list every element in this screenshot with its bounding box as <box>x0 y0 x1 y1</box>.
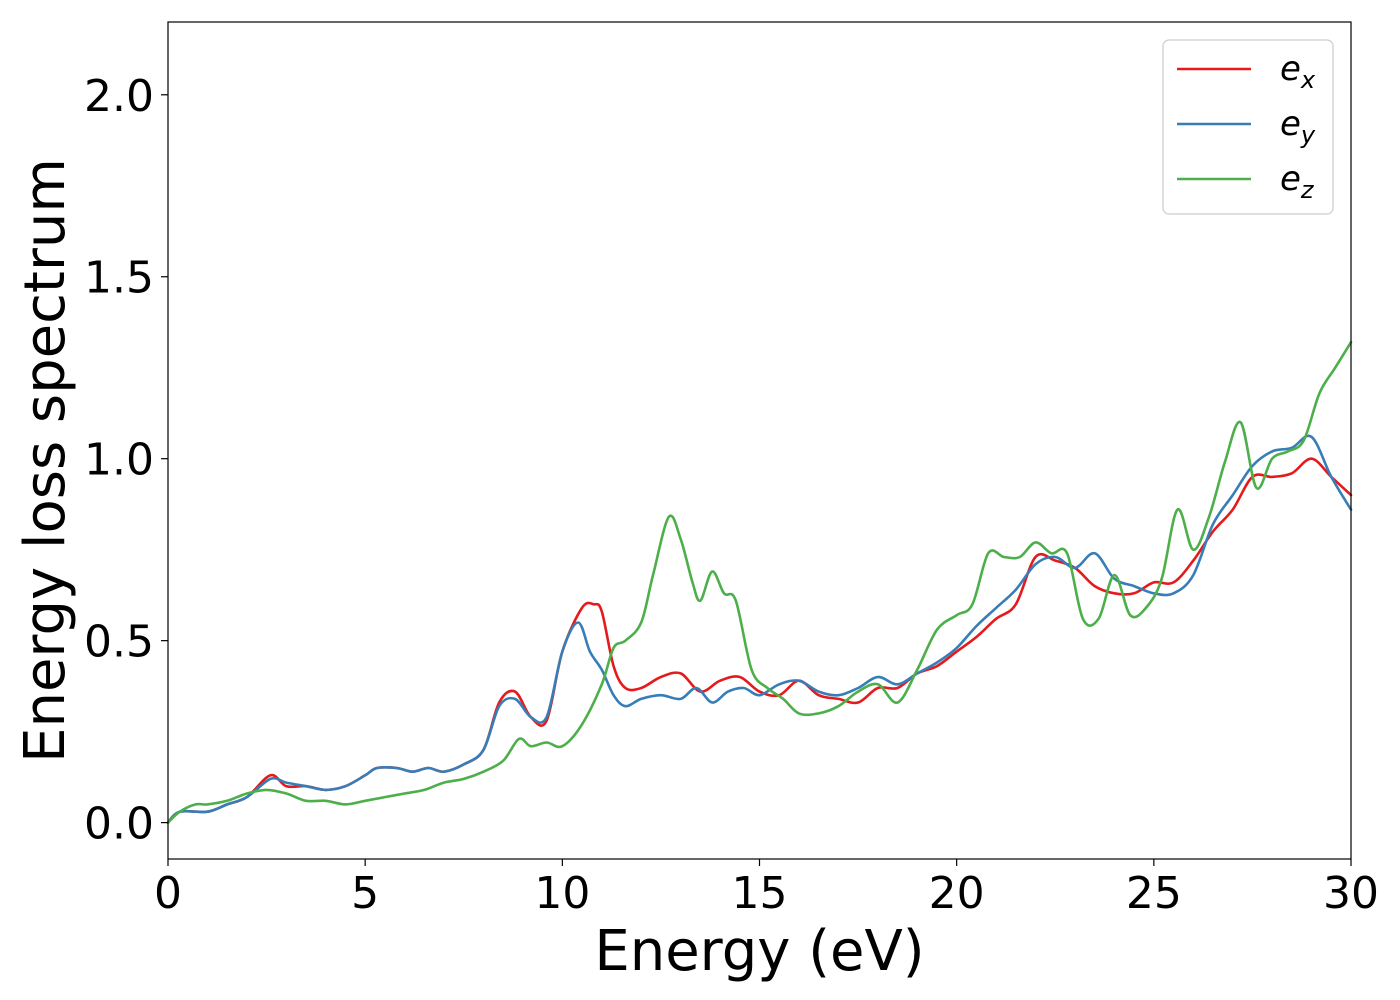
series-line-ey <box>166 434 1353 824</box>
legend-label-ex: ex <box>1280 49 1316 94</box>
x-tick-label: 0 <box>154 868 182 919</box>
series-line-ez <box>166 340 1353 824</box>
x-tick-label: 10 <box>534 868 590 919</box>
x-tick-label: 20 <box>929 868 985 919</box>
y-tick-label: 1.5 <box>84 253 154 304</box>
x-tick-label: 25 <box>1126 868 1182 919</box>
y-tick-label: 0.0 <box>84 799 154 850</box>
y-tick-label: 0.5 <box>84 617 154 668</box>
x-tick-label: 15 <box>732 868 788 919</box>
x-tick-label: 5 <box>351 868 379 919</box>
legend-box <box>1162 39 1334 215</box>
y-axis-title: Energy loss spectrum <box>13 158 78 763</box>
legend-label-ez: ez <box>1280 159 1315 204</box>
x-tick-label: 30 <box>1323 868 1379 919</box>
y-tick-label: 1.0 <box>84 435 154 486</box>
tick-layer: 0 5 10 15 20 25 30 0.0 0.5 1.0 1.5 2.0 <box>84 71 1379 919</box>
x-axis-title: Energy (eV) <box>594 919 924 984</box>
legend-label-ey: ey <box>1280 104 1316 149</box>
series-layer <box>166 340 1353 824</box>
y-tick-label: 2.0 <box>84 71 154 122</box>
legend: ex ey ez <box>1162 39 1334 215</box>
